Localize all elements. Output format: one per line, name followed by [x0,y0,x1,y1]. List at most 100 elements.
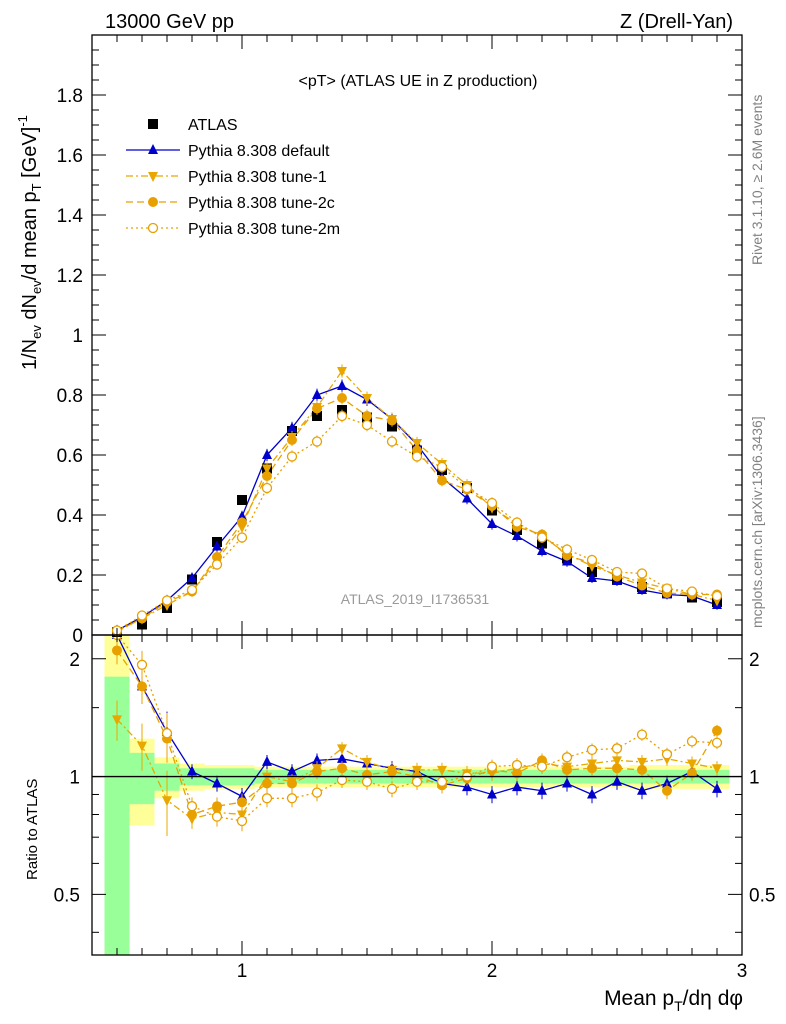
main-point-1-16 [512,530,522,540]
main-ytick-label-7: 1.4 [57,206,84,227]
ratio-point-3-23 [686,736,698,747]
main-point-0-17 [537,538,547,549]
ratio-point-2-16 [512,768,522,779]
main-point-0-8 [312,411,322,421]
ratio-point-3-11 [386,783,398,795]
main-point-4-6 [261,482,273,494]
ratio-point-2-19 [587,763,597,774]
legend-title: <pT> (ATLAS UE in Z production) [299,73,538,90]
ratio-point-3-18 [561,752,573,763]
ratio-point-3-2 [161,728,173,739]
ratio-point-2-21 [637,764,647,775]
main-point-3-11 [387,415,397,426]
x-axis-label: Mean pT/dη dφ [604,987,743,1014]
main-point-1-17 [537,545,547,555]
ratio-point-0-9 [337,752,347,763]
main-ytick-label-2: 0.4 [57,506,84,527]
main-point-1-14 [462,492,472,503]
main-point-4-8 [311,436,323,447]
legend-marker-3 [148,197,158,207]
legend-label-3: Pythia 8.308 tune-2c [188,195,335,212]
main-point-4-10 [361,419,373,431]
ratio-point-3-24 [711,737,723,748]
main-point-1-6 [262,449,272,459]
watermark: ATLAS_2019_I1736531 [341,591,490,607]
main-ytick-label-5: 1 [72,326,83,347]
ratio-point-3-8 [311,787,323,798]
ratio-point-0-15 [487,788,497,799]
ratio-point-0-6 [262,755,272,766]
legend-label-0: ATLAS [188,117,238,134]
main-series-layer [111,364,723,638]
main-point-4-4 [211,559,223,570]
main-ytick-label-8: 1.6 [57,146,83,167]
ratio-point-3-16 [511,759,523,771]
main-point-4-12 [411,451,423,462]
ratio-y-axis-label: Ratio to ATLAS [24,779,41,880]
main-point-4-23 [686,586,698,597]
main-point-1-4 [212,540,222,551]
main-point-3-8 [312,403,322,414]
ratio-point-0-17 [537,784,547,795]
ratio-point-3-3 [186,801,198,812]
ratio-ytick-label-left-2: 2 [69,650,80,671]
main-point-1-8 [312,389,322,399]
legend-marker-2 [148,172,158,182]
ratio-point-0-16 [512,781,522,792]
ratio-point-0-18 [562,777,572,788]
main-point-3-4 [212,552,222,562]
ratio-point-2-0 [112,645,122,656]
ratio-point-3-6 [261,793,273,804]
ratio-point-1-13 [437,765,447,776]
ratio-point-2-6 [262,778,272,789]
ratio-point-2-9 [337,763,347,774]
main-point-4-1 [136,610,148,621]
main-point-4-16 [511,517,523,528]
main-point-4-19 [586,554,598,566]
ratio-point-3-19 [586,744,598,756]
main-point-0-5 [237,495,247,505]
legend-marker-4 [147,222,159,234]
main-point-4-20 [611,566,623,578]
side-text-site: mcplots.cern.ch [arXiv:1306.3436] [749,416,765,628]
side-text-rivet: Rivet 3.1.10, ≥ 2.6M events [749,95,765,265]
axes-layer: 1 2 3 0 0.2 0.4 0.6 0.8 1 1.2 1.4 1.6 1.8 0.5 0.5 1 1 2 2 [54,34,775,982]
main-point-1-19 [587,572,597,582]
ratio-point-0-20 [612,775,622,786]
main-ytick-label-6: 1.2 [57,266,83,287]
ratio-point-3-17 [536,761,548,772]
ratio-point-3-7 [286,793,298,804]
main-point-4-5 [236,532,248,543]
ratio-point-3-4 [211,811,223,822]
main-ytick-label-1: 0.2 [57,566,83,587]
main-point-4-24 [711,590,723,602]
ratio-point-0-7 [287,765,297,776]
ratio-point-0-21 [637,784,647,795]
main-point-4-21 [636,568,648,579]
main-point-4-18 [561,544,573,555]
x-tick-label-1: 2 [487,961,498,982]
main-point-4-22 [661,583,673,594]
ratio-point-3-9 [336,774,348,786]
ratio-point-0-8 [312,754,322,765]
main-point-4-13 [436,461,448,473]
ratio-point-2-11 [387,766,397,777]
ratio-point-1-23 [687,759,697,770]
main-point-3-6 [262,471,272,481]
ratio-line-2 [116,650,718,816]
main-point-3-10 [362,411,372,421]
ratio-point-1-0 [112,715,122,726]
ratio-point-2-24 [712,725,722,736]
ratio-point-1-2 [162,796,172,807]
main-point-4-7 [286,451,298,462]
x-tick-label-0: 1 [237,961,248,982]
main-point-3-21 [637,580,647,591]
header-right: Z (Drell-Yan) [620,11,733,33]
main-point-4-9 [336,410,348,422]
main-point-4-17 [536,532,548,543]
main-point-1-7 [287,422,297,432]
ratio-point-3-20 [611,743,623,754]
main-point-3-7 [287,435,297,445]
main-ytick-label-4: 0.8 [57,386,83,407]
